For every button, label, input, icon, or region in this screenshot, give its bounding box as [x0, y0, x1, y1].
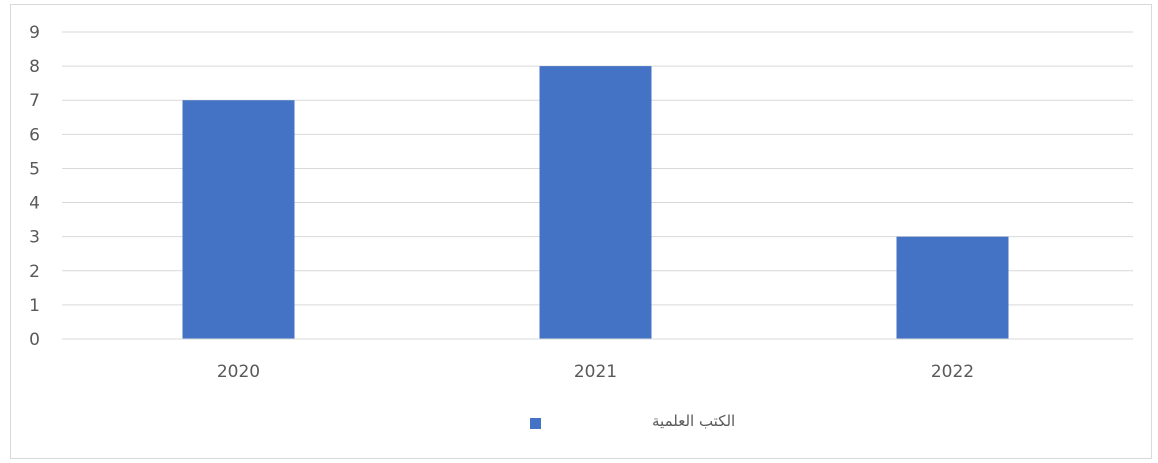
x-axis-labels: 2020 2021 2022 — [217, 362, 974, 382]
bar-2021 — [539, 66, 652, 339]
y-tick-label-2: 2 — [29, 262, 40, 282]
y-tick-label-6: 6 — [29, 125, 40, 145]
legend-label-0: الكتب العلمية — [652, 412, 735, 430]
y-tick-label-4: 4 — [29, 194, 40, 214]
y-tick-label-7: 7 — [29, 91, 40, 111]
y-tick-label-5: 5 — [29, 159, 40, 179]
x-tick-label-2021: 2021 — [574, 362, 617, 382]
y-axis-labels: 0 1 2 3 4 5 6 7 8 9 — [29, 23, 40, 350]
y-tick-label-1: 1 — [29, 296, 40, 316]
y-tick-label-0: 0 — [29, 330, 40, 350]
y-tick-label-9: 9 — [29, 23, 40, 43]
legend-swatch-0 — [530, 418, 541, 429]
y-tick-label-3: 3 — [29, 228, 40, 248]
legend: الكتب العلمية — [530, 412, 735, 430]
x-tick-label-2022: 2022 — [931, 362, 974, 382]
bar-2020 — [182, 100, 295, 339]
bars — [182, 66, 1009, 339]
y-tick-label-8: 8 — [29, 57, 40, 77]
x-tick-label-2020: 2020 — [217, 362, 260, 382]
bar-2022 — [896, 236, 1009, 339]
